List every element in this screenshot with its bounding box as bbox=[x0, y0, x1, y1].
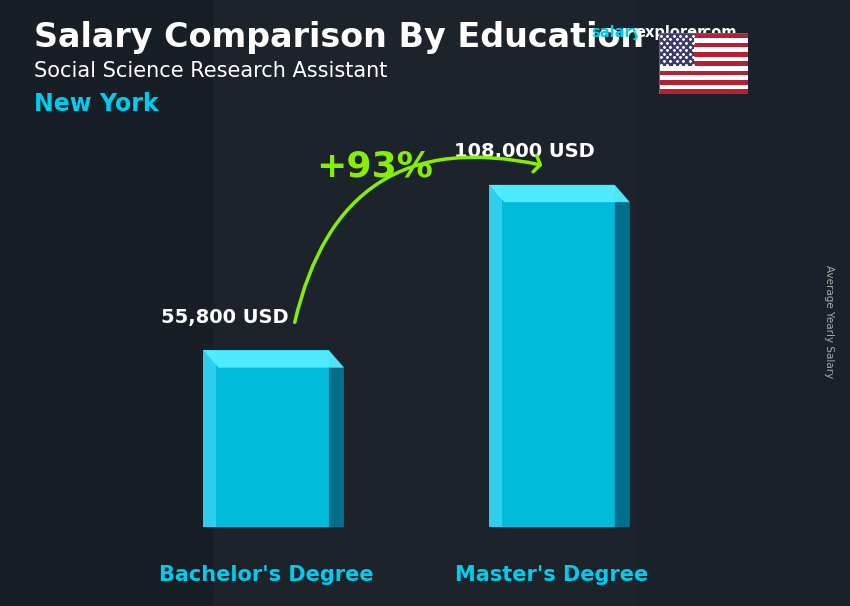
Bar bbox=[212, 0, 638, 606]
Bar bbox=[0, 0, 212, 606]
Bar bbox=[659, 33, 748, 38]
Text: Salary Comparison By Education: Salary Comparison By Education bbox=[34, 21, 644, 54]
Text: New York: New York bbox=[34, 92, 159, 116]
Polygon shape bbox=[490, 185, 630, 202]
Bar bbox=[659, 80, 748, 85]
Bar bbox=[659, 52, 748, 56]
Polygon shape bbox=[490, 185, 502, 527]
Text: 108,000 USD: 108,000 USD bbox=[454, 142, 594, 161]
Bar bbox=[659, 66, 748, 71]
Text: .com: .com bbox=[698, 25, 737, 41]
Text: Bachelor's Degree: Bachelor's Degree bbox=[159, 565, 373, 585]
Text: +93%: +93% bbox=[316, 150, 433, 184]
Text: salary: salary bbox=[591, 25, 641, 41]
Bar bbox=[638, 0, 850, 606]
Text: explorer: explorer bbox=[636, 25, 705, 41]
Bar bbox=[659, 38, 748, 42]
Text: 55,800 USD: 55,800 USD bbox=[161, 308, 288, 327]
Text: Social Science Research Assistant: Social Science Research Assistant bbox=[34, 61, 388, 81]
Bar bbox=[659, 33, 694, 66]
Polygon shape bbox=[203, 350, 344, 368]
Bar bbox=[659, 61, 748, 66]
Bar bbox=[659, 85, 748, 89]
Polygon shape bbox=[615, 185, 630, 545]
Polygon shape bbox=[490, 185, 615, 527]
Bar bbox=[659, 47, 748, 52]
Bar bbox=[659, 42, 748, 47]
Polygon shape bbox=[203, 350, 216, 527]
Polygon shape bbox=[203, 350, 329, 527]
Bar bbox=[659, 71, 748, 75]
Bar bbox=[659, 56, 748, 61]
Bar bbox=[659, 75, 748, 80]
Text: Average Yearly Salary: Average Yearly Salary bbox=[824, 265, 834, 378]
Bar bbox=[659, 89, 748, 94]
Polygon shape bbox=[329, 350, 344, 545]
Text: Master's Degree: Master's Degree bbox=[456, 565, 649, 585]
